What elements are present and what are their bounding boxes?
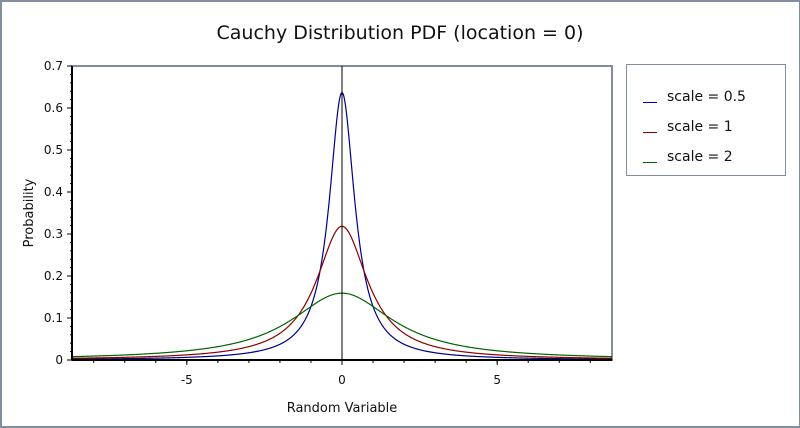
y-tick-label: 0.5 (44, 143, 63, 157)
legend-label: scale = 2 (667, 149, 733, 165)
y-tick-label: 0.2 (44, 269, 63, 283)
y-tick-label: 0.7 (44, 59, 63, 73)
x-tick-label: 5 (493, 373, 501, 387)
legend-label: scale = 0.5 (667, 89, 746, 105)
legend-swatch-blue (643, 101, 657, 103)
legend-swatch-red (643, 131, 657, 133)
legend-item-scale-2: scale = 2 (643, 147, 733, 167)
x-tick-label: 0 (338, 373, 346, 387)
x-tick-label: -5 (181, 373, 193, 387)
legend-label: scale = 1 (667, 119, 733, 135)
legend-item-scale-1: scale = 1 (643, 117, 733, 137)
legend: scale = 0.5 scale = 1 scale = 2 (626, 64, 786, 176)
y-tick-label: 0 (55, 353, 63, 367)
y-tick-label: 0.4 (44, 185, 63, 199)
y-axis-label: Probability (22, 178, 37, 247)
y-tick-label: 0.1 (44, 311, 63, 325)
y-tick-label: 0.3 (44, 227, 63, 241)
chart-title: Cauchy Distribution PDF (location = 0) (216, 22, 584, 44)
legend-swatch-green (643, 161, 657, 163)
legend-item-scale-0-5: scale = 0.5 (643, 87, 746, 107)
y-tick-label: 0.6 (44, 101, 63, 115)
x-axis-label: Random Variable (287, 401, 398, 416)
